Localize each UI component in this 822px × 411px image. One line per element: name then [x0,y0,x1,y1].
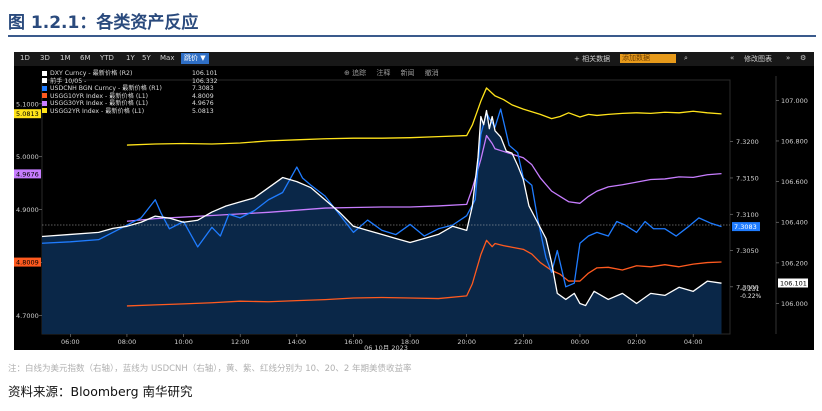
badge-usgg2yr-bg [14,109,41,119]
x-axis-tick-label: 04:00 [684,338,703,346]
legend-label: USDCNH BGN Curncy - 最新价格 (R1) [50,85,162,93]
legend-swatch-usgg30yr [42,100,47,106]
range-max[interactable]: Max [160,54,175,62]
range-1m[interactable]: 1M [60,54,71,62]
x-axis-tick-label: 14:00 [287,338,306,346]
series-line-dxy-curncy [41,109,722,307]
legend-value: 4.9676 [192,100,214,108]
chart-subtoolbar: ⊕ 追踪 注释 新闻 撤消 [344,68,447,78]
expand-icon[interactable]: » [786,54,791,62]
legend-row-usgg2yr: USGG2YR Index - 最新价格 (L1) 5.0813 [42,107,214,116]
undo-button[interactable]: 撤消 [424,69,439,77]
legend-label: USGG10YR Index - 最新价格 (L1) [50,92,149,100]
legend-value: 106.101 [192,70,218,77]
badge-usgg10yr-bg [14,257,41,267]
x-axis-tick-label: 12:00 [231,338,250,346]
add-data-input[interactable]: 添加数据 [620,54,676,63]
right-axis-dxy-tick-label: 106.400 [781,219,808,227]
legend-row-usdcnh: USDCNH BGN Curncy - 最新价格 (R1) 7.3083 [42,85,214,93]
figure-title: 图 1.2.1：各类资产反应 [8,13,199,33]
legend-swatch-dxy [42,70,47,76]
range-1y[interactable]: 1Y [126,54,135,62]
right-axis-dxy-tick-label: 107.000 [781,97,808,105]
badge-usgg30yr-bg [14,169,41,179]
legend-label: USGG2YR Index - 最新价格 (L1) [50,107,145,115]
legend-row-usgg10yr: USGG10YR Index - 最新价格 (L1) 4.8009 [42,92,214,101]
range-3d[interactable]: 3D [40,54,50,62]
legend-value: 4.8009 [192,92,214,100]
badge-usgg10yr: 4.8009 [16,259,39,267]
x-axis-tick-label: 06:00 [61,338,80,346]
news-button[interactable]: 新闻 [400,69,415,77]
search-icon[interactable]: ⌕ [684,54,688,62]
legend-value: 5.0813 [192,107,214,115]
legend-row-dxy: DXY Curncy - 最新价格 (R2) 106.101 [42,70,218,78]
chart-canvas: 4.70004.80004.90005.00005.10007.30007.30… [14,76,808,350]
figure-note: 注：白线为美元指数（右轴），蓝线为 USDCNH（右轴），黄、紫、红线分别为 1… [8,364,412,374]
right-axis-usdcnh-tick-label: 7.3000 [736,283,759,291]
series-line-usdcnh-bgn-curncy [41,108,722,288]
series-line-usgg2yr-index [126,87,722,146]
legend-swatch-usgg2yr [42,108,47,114]
x-axis-tick-label: 20:00 [457,338,476,346]
left-axis-tick-label: 4.9000 [16,206,39,214]
chart-panel: 1D 3D 1M 6M YTD 1Y 5Y Max 跳价 ▼ + 相关数据 添加… [14,52,814,350]
legend-value: 106.332 [192,77,218,85]
right-axis-usdcnh-tick-label: 7.3150 [736,174,759,182]
left-axis-tick-label: 4.7000 [16,312,39,320]
x-axis-tick-label: 18:00 [401,338,420,346]
x-axis-tick-label: 10:00 [174,338,193,346]
right-axis-usdcnh-tick-label: 7.3050 [736,247,759,255]
series-line-usgg10yr-index [126,239,722,307]
badge-usgg2yr: 5.0813 [16,110,39,118]
x-axis-tick-label: 22:00 [514,338,533,346]
collapse-icon[interactable]: « [730,54,735,62]
legend-label: 前手 10/05 - [50,77,87,85]
annotate-button[interactable]: 注释 [376,69,391,77]
range-6m[interactable]: 6M [80,54,91,62]
edit-chart-button[interactable]: 修改图表 [744,55,772,63]
range-tick-dropdown[interactable]: 跳价 ▼ [181,53,209,64]
x-axis-tick-label: 08:00 [118,338,137,346]
legend-row-dxy-prev: 前手 10/05 - 106.332 [42,77,218,86]
range-5y[interactable]: 5Y [142,54,151,62]
chart-legend: DXY Curncy - 最新价格 (R2) 106.101 前手 10/05 -… [42,70,218,116]
badge-dxy: 106.101 [780,279,807,287]
badge-dxy-change: -0.231 [740,286,760,293]
legend-swatch-dxy-prev [42,78,47,84]
x-axis-tick-label: 00:00 [571,338,590,346]
legend-value: 7.3083 [192,85,214,93]
x-axis-tick-label: 02:00 [627,338,646,346]
series-line-usgg30yr-index [126,134,722,222]
track-button[interactable]: ⊕ 追踪 [344,69,367,77]
badge-usgg30yr: 4.9676 [16,170,39,178]
legend-swatch-usdcnh [42,85,47,91]
x-axis-label: 06 10月 2023 [364,344,408,350]
right-axis-dxy-tick-label: 106.600 [781,178,808,186]
right-axis-dxy-tick-label: 106.000 [781,300,808,308]
legend-row-usgg30yr: USGG30YR Index - 最新价格 (L1) 4.9676 [42,100,214,108]
right-axis-usdcnh-tick-label: 7.3200 [736,138,759,146]
left-axis-tick-label: 5.1000 [16,100,39,108]
legend-swatch-usgg10yr [42,93,47,99]
range-ytd[interactable]: YTD [100,54,114,62]
title-divider [8,35,816,37]
legend-label: DXY Curncy - 最新价格 (R2) [50,70,133,77]
badge-usdcnh: 7.3083 [734,223,757,231]
right-axis-dxy-tick-label: 106.800 [781,137,808,145]
badge-dxy-change-pct: -0.22% [740,293,762,300]
figure-source: 资料来源：Bloomberg 南华研究 [8,384,193,399]
right-axis-dxy-tick-label: 106.200 [781,259,808,267]
left-axis-tick-label: 5.0000 [16,153,39,161]
chart-toolbar: 1D 3D 1M 6M YTD 1Y 5Y Max 跳价 ▼ + 相关数据 添加… [14,52,814,66]
legend-label: USGG30YR Index - 最新价格 (L1) [50,100,149,108]
dxy-area [42,110,722,334]
range-1d[interactable]: 1D [20,54,30,62]
badge-usdcnh-bg [732,222,760,232]
x-axis-tick-label: 16:00 [344,338,363,346]
right-axis-usdcnh-tick-label: 7.3100 [736,211,759,219]
badge-dxy-bg [778,278,808,288]
related-data-button[interactable]: + 相关数据 [574,55,611,63]
settings-icon[interactable]: ⚙ [800,54,807,62]
